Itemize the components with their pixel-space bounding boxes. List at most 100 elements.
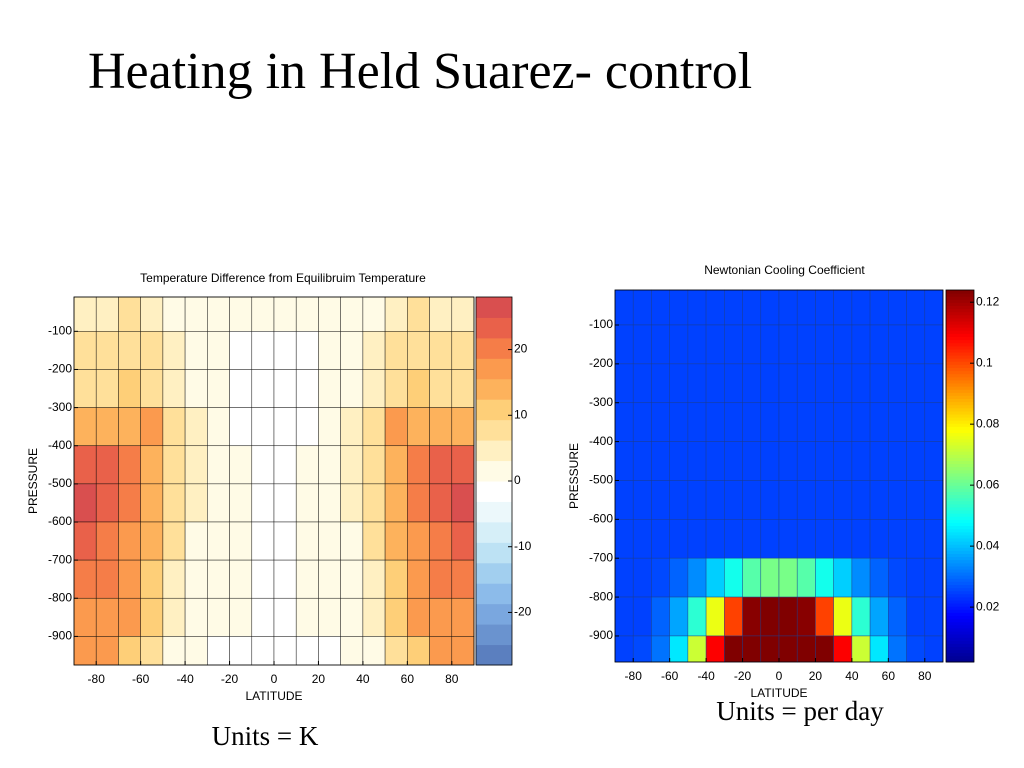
heatmap-cell bbox=[273, 483, 297, 523]
colorbar-band bbox=[946, 376, 974, 381]
heatmap-cell bbox=[651, 363, 670, 404]
x-tick-label: -80 bbox=[88, 672, 106, 686]
heatmap-cell bbox=[162, 597, 186, 637]
colorbar-tick-label: 20 bbox=[514, 342, 528, 356]
heatmap-cell bbox=[760, 363, 780, 404]
colorbar-tick-label: 10 bbox=[514, 407, 528, 421]
colorbar-band bbox=[946, 525, 974, 530]
colorbar-band bbox=[476, 603, 512, 625]
heatmap-cell bbox=[888, 324, 907, 365]
heatmap-cell bbox=[869, 324, 889, 365]
heatmap-cell bbox=[362, 636, 386, 666]
heatmap-cell bbox=[778, 480, 798, 520]
heatmap-cell bbox=[162, 296, 186, 332]
colorbar-band bbox=[946, 485, 974, 489]
heatmap-cell bbox=[724, 557, 743, 598]
colorbar-band bbox=[946, 482, 974, 486]
heatmap-cell bbox=[251, 636, 275, 666]
heatmap-cell bbox=[724, 596, 743, 637]
heatmap-cell bbox=[140, 483, 164, 523]
colorbar-band bbox=[946, 646, 974, 651]
heatmap-cell bbox=[318, 331, 341, 370]
heatmap-cell bbox=[340, 296, 364, 332]
heatmap-cell bbox=[815, 557, 834, 598]
heatmap-cell bbox=[118, 483, 141, 523]
heatmap-cell bbox=[869, 557, 889, 598]
heatmap-cell bbox=[318, 369, 341, 408]
y-tick-label: -700 bbox=[48, 552, 72, 566]
x-tick-label: 60 bbox=[882, 669, 896, 683]
heatmap-cell bbox=[429, 445, 453, 485]
heatmap-cell bbox=[451, 636, 475, 666]
colorbar-band bbox=[476, 501, 512, 523]
heatmap-cell bbox=[207, 369, 230, 408]
colorbar-band bbox=[946, 643, 974, 647]
heatmap-cell bbox=[340, 331, 364, 370]
heatmap-cell bbox=[451, 369, 475, 408]
heatmap-cell bbox=[614, 289, 634, 326]
heatmap-cell bbox=[651, 596, 670, 637]
heatmap-cell bbox=[724, 289, 743, 326]
heatmap-cell bbox=[207, 636, 230, 666]
colorbar-band bbox=[946, 609, 974, 613]
heatmap-cell bbox=[207, 597, 230, 637]
heatmap-cell bbox=[340, 636, 364, 666]
colorbar-band bbox=[946, 472, 974, 477]
heatmap-cell bbox=[429, 597, 453, 637]
colorbar-band bbox=[946, 572, 974, 576]
heatmap-cell bbox=[705, 441, 725, 481]
heatmap-cell bbox=[429, 296, 453, 332]
heatmap-cell bbox=[451, 407, 475, 447]
y-tick-label: -800 bbox=[48, 590, 72, 604]
heatmap-cell bbox=[229, 521, 253, 561]
heatmap-cell bbox=[924, 596, 944, 637]
colorbar-band bbox=[946, 333, 974, 337]
colorbar-band bbox=[946, 355, 974, 359]
heatmap-cell bbox=[906, 289, 926, 326]
colorbar-band bbox=[946, 631, 974, 635]
colorbar-band bbox=[946, 590, 974, 595]
heatmap-cell bbox=[184, 369, 208, 408]
colorbar-band bbox=[946, 404, 974, 409]
heatmap-cell bbox=[451, 445, 475, 485]
heatmap-cell bbox=[340, 369, 364, 408]
colorbar-band bbox=[946, 544, 974, 548]
colorbar-band bbox=[946, 513, 974, 517]
colorbar-band bbox=[946, 401, 974, 406]
colorbar-band bbox=[946, 494, 974, 499]
heatmap-cell bbox=[869, 519, 889, 559]
heatmap-cell bbox=[888, 289, 907, 326]
heatmap-cell bbox=[833, 480, 853, 520]
heatmap-cell bbox=[742, 596, 762, 637]
heatmap-cell bbox=[273, 636, 297, 666]
heatmap-cell bbox=[251, 445, 275, 485]
colorbar-band bbox=[946, 658, 974, 663]
heatmap-cell bbox=[705, 557, 725, 598]
heatmap-cell bbox=[229, 296, 253, 332]
heatmap-cell bbox=[229, 369, 253, 408]
colorbar-band bbox=[946, 528, 974, 533]
colorbar-band bbox=[476, 624, 512, 646]
heatmap-cell bbox=[384, 559, 408, 599]
colorbar-band bbox=[946, 426, 974, 430]
heatmap-cell bbox=[833, 635, 853, 663]
colorbar-band bbox=[476, 317, 512, 339]
heatmap-cell bbox=[651, 519, 670, 559]
y-tick-label: -100 bbox=[589, 317, 613, 331]
heatmap-cell bbox=[251, 296, 275, 332]
colorbar-band bbox=[946, 637, 974, 641]
heatmap-cell bbox=[614, 596, 634, 637]
heatmap-cell bbox=[869, 363, 889, 404]
heatmap-cell bbox=[833, 557, 853, 598]
y-tick-label: -900 bbox=[48, 629, 72, 643]
x-tick-label: -20 bbox=[221, 672, 239, 686]
colorbar-band bbox=[946, 519, 974, 523]
y-tick-label: -200 bbox=[589, 356, 613, 370]
heatmap-cell bbox=[815, 289, 834, 326]
heatmap-cell bbox=[295, 483, 319, 523]
heatmap-cell bbox=[778, 635, 798, 663]
heatmap-cell bbox=[340, 483, 364, 523]
heatmap-cell bbox=[207, 445, 230, 485]
heatmap-cell bbox=[229, 597, 253, 637]
heatmap-cell bbox=[118, 296, 141, 332]
